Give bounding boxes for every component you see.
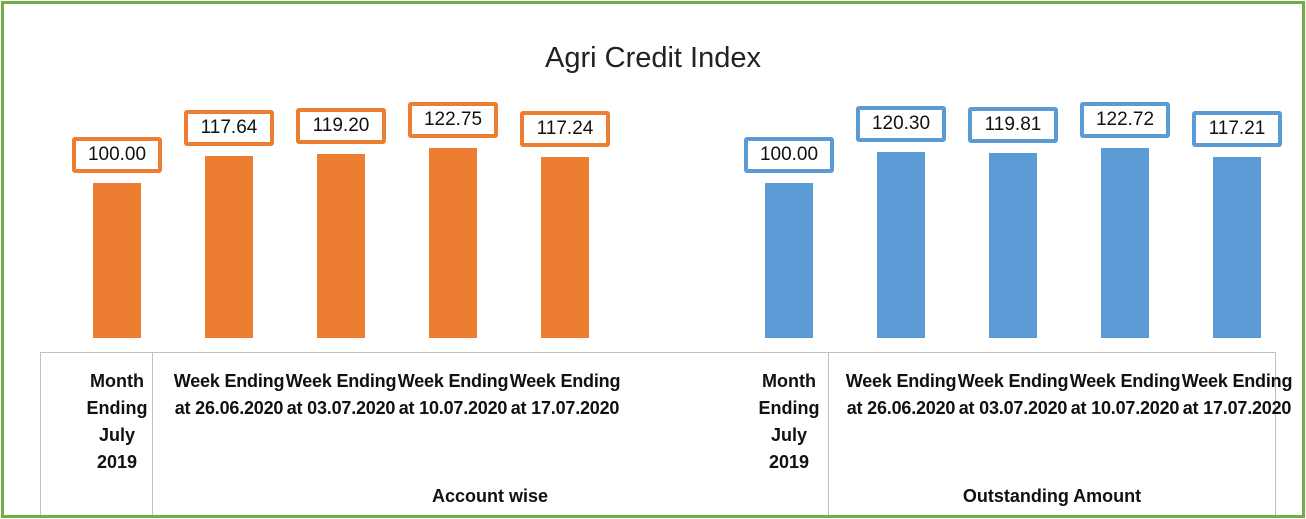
category-divider [40, 352, 41, 515]
bar [989, 152, 1037, 338]
category-divider [152, 352, 153, 515]
group-label: Outstanding Amount [962, 486, 1142, 506]
category-divider [828, 352, 829, 515]
x-tick-label: Week Ending at 26.06.2020 [845, 371, 957, 418]
x-tick-label: Week Ending at 03.07.2020 [285, 371, 397, 418]
bar [1213, 156, 1261, 338]
bar [765, 183, 813, 338]
data-label: 119.20 [296, 107, 386, 144]
data-label: 120.30 [856, 105, 946, 142]
bar [877, 151, 925, 338]
x-tick-label: Week Ending at 17.07.2020 [1181, 371, 1293, 418]
data-label: 100.00 [72, 137, 162, 174]
x-tick-label: Week Ending at 17.07.2020 [509, 371, 621, 418]
bar [541, 156, 589, 338]
x-tick-label: Month Ending July 2019 [758, 371, 820, 472]
axis-line [40, 352, 1276, 353]
group-label: Account wise [431, 486, 549, 506]
x-tick-label: Week Ending at 10.07.2020 [1069, 371, 1181, 418]
data-label: 117.21 [1192, 110, 1282, 147]
x-tick-label: Month Ending July 2019 [86, 371, 148, 472]
data-label: 122.72 [1080, 102, 1170, 139]
bar [205, 156, 253, 338]
x-tick-label: Week Ending at 03.07.2020 [957, 371, 1069, 418]
data-label: 100.00 [744, 137, 834, 174]
bar [429, 148, 477, 338]
data-label: 117.24 [520, 110, 610, 147]
bar [317, 153, 365, 338]
bar [93, 183, 141, 338]
data-label: 122.75 [408, 102, 498, 139]
x-tick-label: Week Ending at 26.06.2020 [173, 371, 285, 418]
bar [1101, 148, 1149, 338]
category-divider [1275, 352, 1276, 515]
data-label: 117.64 [184, 110, 274, 147]
data-label: 119.81 [968, 106, 1058, 143]
x-tick-label: Week Ending at 10.07.2020 [397, 371, 509, 418]
chart-title: Agri Credit Index [545, 42, 761, 74]
